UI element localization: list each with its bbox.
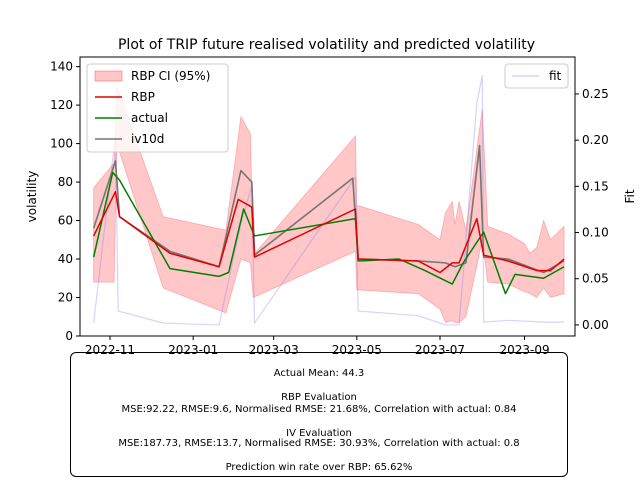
- legend-right-frame: [504, 63, 569, 89]
- series-actual-line: [92, 171, 565, 295]
- rbp-evaluation-header: RBP Evaluation: [281, 392, 357, 403]
- legend-entry-label: RBP CI (95%): [131, 69, 210, 83]
- plot-frame: [79, 56, 576, 337]
- x-tick-label: 2023-03: [249, 343, 299, 357]
- y-tick-label: 20: [58, 291, 73, 305]
- legend-swatch-rbp-ci: [94, 70, 123, 82]
- y2-tick-label: 0.00: [582, 318, 609, 332]
- y-tick-label: 0: [65, 329, 73, 343]
- y-tick-label: 120: [50, 98, 73, 112]
- x-tick-label: 2022-11: [85, 343, 135, 357]
- rbp-evaluation-metrics: MSE:92.22, RMSE:9.6, Normalised RMSE: 21…: [121, 404, 517, 415]
- legend-entry-label: fit: [549, 69, 562, 83]
- x-tick-label: 2023-07: [415, 343, 465, 357]
- y-tick-label: 60: [58, 214, 73, 228]
- evaluation-stats-box: Actual Mean: 44.3 RBP Evaluation MSE:92.…: [70, 352, 568, 477]
- y2-axis-label: Fit: [623, 189, 637, 203]
- legend-left: RBP CI (95%) RBP actual iv10d: [86, 63, 229, 153]
- x-tick-label: 2023-05: [332, 343, 382, 357]
- legend-entry-label: actual: [131, 111, 168, 125]
- iv-evaluation-header: IV Evaluation: [286, 428, 352, 439]
- y2-tick-label: 0.25: [582, 87, 609, 101]
- plot-area: [92, 74, 565, 326]
- legend-entry-label: iv10d: [131, 132, 164, 146]
- legend-left-frame: [86, 63, 229, 153]
- iv-evaluation-metrics: MSE:187.73, RMSE:13.7, Normalised RMSE: …: [118, 438, 520, 449]
- win-rate-text: Prediction win rate over RBP: 65.62%: [225, 462, 413, 473]
- y-tick-label: 40: [58, 252, 73, 266]
- y2-tick-label: 0.05: [582, 272, 609, 286]
- y-tick-label: 80: [58, 175, 73, 189]
- y-axis-label: volatility: [25, 171, 39, 223]
- x-tick-label: 2023-01: [168, 343, 218, 357]
- y-tick-label: 140: [50, 60, 73, 74]
- series-rbp-line: [92, 190, 565, 274]
- y2-tick-label: 0.15: [582, 179, 609, 193]
- legend-entry-label: RBP: [131, 90, 155, 104]
- x-tick-label: 2023-09: [499, 343, 549, 357]
- legend-right: fit: [504, 63, 569, 89]
- series-fit-line: [93, 74, 565, 326]
- y2-tick-label: 0.10: [582, 226, 609, 240]
- chart-title: Plot of TRIP future realised volatility …: [118, 37, 535, 53]
- y2-tick-label: 0.20: [582, 133, 609, 147]
- y-tick-label: 100: [50, 137, 73, 151]
- actual-mean-text: Actual Mean: 44.3: [273, 368, 365, 379]
